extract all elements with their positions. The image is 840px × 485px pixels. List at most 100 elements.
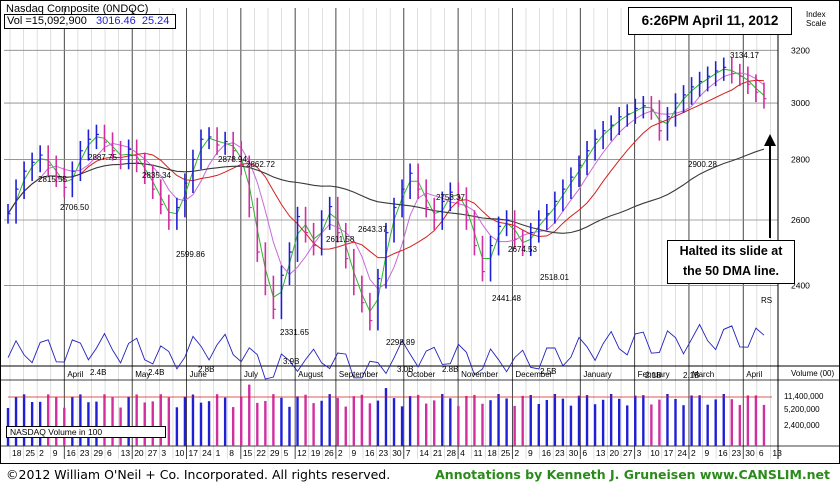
day-tick-label: 16 (66, 448, 76, 458)
day-tick-label: 25 (501, 448, 511, 458)
day-tick-label: 7 (406, 448, 411, 458)
month-label: January (583, 370, 611, 379)
day-tick-label: 18 (487, 448, 497, 458)
day-tick-label: 24 (677, 448, 687, 458)
rs-label: RS (761, 296, 772, 305)
month-label: December (515, 370, 552, 379)
day-tick-label: 10 (175, 448, 185, 458)
month-label: August (298, 370, 324, 379)
day-tick-label: 15 (243, 448, 253, 458)
rs-line (7, 323, 765, 380)
day-tick-label: 6 (107, 448, 112, 458)
day-tick-label: 29 (270, 448, 280, 458)
volume-annotation: 3.0B (397, 365, 413, 374)
month-label: April (67, 370, 83, 379)
price-annotation: 2900.28 (688, 160, 717, 169)
volume-label: Vol =15,092,900 (7, 15, 87, 27)
month-label: May (135, 370, 150, 379)
price-annotation: 2862.72 (246, 160, 275, 169)
day-tick-label: 8 (229, 448, 234, 458)
stock-chart: 18 25 2 9 16 23 29 6 13 20 27 3 10 17 24 1 8 15 22 29 5 12 19 2… (0, 0, 840, 464)
callout-arrow-head (764, 134, 776, 146)
price-annotation: 2753.37 (436, 193, 465, 202)
day-tick-label: 30 (745, 448, 755, 458)
day-tick-label: 13 (596, 448, 606, 458)
annotation-credit: Annotations by Kenneth J. Gruneisen www.… (435, 467, 830, 482)
index-scale-label: Index Scale (806, 10, 827, 28)
volume-annotation: 2.4B (148, 368, 164, 377)
price-annotation: 2835.34 (142, 171, 171, 180)
month-label: October (407, 370, 436, 379)
day-tick-label: 24 (202, 448, 212, 458)
day-tick-label: 13 (121, 448, 131, 458)
price-annotation: 2331.65 (280, 328, 309, 337)
volume-annotation: 2.8B (442, 365, 458, 374)
day-tick-label: 12 (297, 448, 307, 458)
price-annotation: 2599.86 (176, 250, 205, 259)
day-tick-label: 6 (759, 448, 764, 458)
price-annotation: 2518.01 (540, 273, 569, 282)
day-tick-label: 16 (365, 448, 375, 458)
volume-annotation: 3.9B (283, 357, 299, 366)
day-tick-label: 9 (705, 448, 710, 458)
volume-tick-label: 11,400,000 (784, 392, 824, 401)
copyright-text: ©2012 William O'Neil + Co. Incorporated.… (6, 467, 391, 482)
day-tick-label: 28 (447, 448, 457, 458)
volume-tick-label: 5,200,000 (784, 405, 820, 414)
day-tick-label: 23 (732, 448, 742, 458)
day-tick-label: 6 (582, 448, 587, 458)
volume-annotation: 2.5B (540, 367, 556, 376)
month-label: July (244, 370, 258, 379)
day-tick-label: 9 (528, 448, 533, 458)
month-label: November (461, 370, 498, 379)
y-tick-label: 3000 (791, 98, 810, 108)
price-annotation: 2611.58 (326, 235, 355, 244)
day-tick-label: 19 (311, 448, 321, 458)
day-tick-label: 13 (772, 448, 782, 458)
y-tick-label: 3200 (791, 45, 810, 55)
day-tick-label: 11 (474, 448, 483, 458)
price-annotation: 3134.17 (730, 51, 759, 60)
month-label: June (190, 370, 208, 379)
month-label: April (746, 370, 762, 379)
symbol-label: Nasdaq Composite (0NDQC) (6, 3, 149, 15)
day-tick-label: 26 (324, 448, 334, 458)
day-tick-label: 20 (609, 448, 619, 458)
day-tick-label: 27 (148, 448, 158, 458)
volume-tick-label: 2,400,000 (784, 421, 820, 430)
day-tick-label: 16 (718, 448, 728, 458)
price-annotation: 2815.55 (38, 175, 67, 184)
volume-price-box: Vol =15,092,900 3016.46 25.24 (4, 14, 176, 29)
day-tick-label: 2 (338, 448, 343, 458)
volume-annotation: 2.4B (90, 368, 106, 377)
day-tick-label: 17 (664, 448, 674, 458)
day-tick-label: 5 (284, 448, 289, 458)
volume-annotation: 2.8B (198, 365, 214, 374)
day-tick-label: 30 (392, 448, 402, 458)
day-tick-label: 10 (650, 448, 660, 458)
day-tick-label: 16 (542, 448, 552, 458)
footer: ©2012 William O'Neil + Co. Incorporated.… (0, 464, 840, 485)
day-tick-label: 22 (256, 448, 266, 458)
day-tick-label: 29 (93, 448, 103, 458)
callout-box: Halted its slide at the 50 DMA line. (667, 240, 795, 284)
day-tick-label: 3 (637, 448, 642, 458)
day-tick-label: 2 (39, 448, 44, 458)
price-annotation: 2878.94 (218, 155, 247, 164)
day-tick-label: 21 (433, 448, 443, 458)
day-tick-label: 17 (189, 448, 199, 458)
price-annotation: 2643.37 (358, 225, 387, 234)
volume-annotation: 2.1B (645, 371, 661, 380)
day-tick-label: 30 (569, 448, 579, 458)
day-tick-label: 4 (460, 448, 465, 458)
day-tick-label: 2 (514, 448, 519, 458)
volume-panel-title: NASDAQ Volume in 100 (6, 426, 166, 438)
volume-axis-title: Volume (00) (791, 369, 834, 378)
month-label: September (339, 370, 378, 379)
day-tick-label: 9 (53, 448, 58, 458)
price-annotation: 2706.50 (60, 203, 89, 212)
day-tick-label: 25 (26, 448, 36, 458)
day-tick-label: 2 (691, 448, 696, 458)
y-tick-label: 2800 (791, 154, 810, 164)
